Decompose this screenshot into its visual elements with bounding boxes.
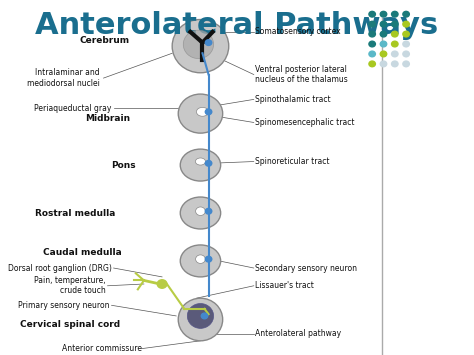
- Text: Somatosensory cortex: Somatosensory cortex: [255, 27, 341, 37]
- Ellipse shape: [183, 30, 214, 59]
- Circle shape: [157, 280, 167, 288]
- Text: Rostral medulla: Rostral medulla: [35, 208, 116, 218]
- Text: Lissauer's tract: Lissauer's tract: [255, 281, 314, 290]
- Text: Dorsal root ganglion (DRG): Dorsal root ganglion (DRG): [8, 263, 111, 273]
- Circle shape: [392, 31, 398, 37]
- Circle shape: [205, 208, 212, 214]
- Circle shape: [205, 40, 212, 45]
- Circle shape: [380, 31, 387, 37]
- Circle shape: [380, 61, 387, 67]
- Circle shape: [392, 41, 398, 47]
- Text: Cerebrum: Cerebrum: [80, 36, 130, 45]
- Circle shape: [380, 11, 387, 17]
- Text: Anterolateral Pathways: Anterolateral Pathways: [35, 11, 438, 40]
- Ellipse shape: [178, 298, 223, 341]
- Text: Anterolateral pathway: Anterolateral pathway: [255, 329, 341, 338]
- Text: Anterior commissure: Anterior commissure: [62, 344, 142, 353]
- Text: Spinoreticular tract: Spinoreticular tract: [255, 157, 329, 166]
- Circle shape: [205, 109, 212, 115]
- Circle shape: [392, 21, 398, 27]
- Ellipse shape: [180, 245, 221, 277]
- Circle shape: [392, 11, 398, 17]
- Circle shape: [205, 256, 212, 262]
- Text: Midbrain: Midbrain: [85, 114, 130, 124]
- Text: Primary sensory neuron: Primary sensory neuron: [18, 301, 109, 310]
- Circle shape: [403, 11, 410, 17]
- Text: Periaqueductal gray: Periaqueductal gray: [34, 104, 111, 113]
- Circle shape: [369, 21, 375, 27]
- Circle shape: [403, 51, 410, 57]
- Text: Cervical spinal cord: Cervical spinal cord: [19, 320, 119, 329]
- Circle shape: [403, 31, 410, 37]
- Circle shape: [403, 41, 410, 47]
- Circle shape: [392, 61, 398, 67]
- Circle shape: [369, 11, 375, 17]
- Circle shape: [369, 51, 375, 57]
- Circle shape: [403, 21, 410, 27]
- Text: Spinothalamic tract: Spinothalamic tract: [255, 95, 331, 104]
- Circle shape: [205, 160, 212, 166]
- Text: Secondary sensory neuron: Secondary sensory neuron: [255, 263, 357, 273]
- Circle shape: [369, 31, 375, 37]
- Ellipse shape: [187, 304, 214, 328]
- Circle shape: [380, 51, 387, 57]
- Circle shape: [369, 61, 375, 67]
- Circle shape: [380, 21, 387, 27]
- Ellipse shape: [172, 20, 229, 73]
- Text: Intralaminar and
mediodorsal nuclei: Intralaminar and mediodorsal nuclei: [27, 69, 100, 88]
- Circle shape: [369, 41, 375, 47]
- Circle shape: [403, 61, 410, 67]
- Circle shape: [196, 207, 205, 215]
- Text: Pain, temperature,
crude touch: Pain, temperature, crude touch: [34, 276, 106, 295]
- Ellipse shape: [196, 107, 209, 116]
- Ellipse shape: [180, 149, 221, 181]
- Text: Spinomesencephalic tract: Spinomesencephalic tract: [255, 118, 355, 127]
- Circle shape: [201, 313, 208, 319]
- Text: Caudal medulla: Caudal medulla: [43, 247, 122, 257]
- Circle shape: [392, 51, 398, 57]
- Circle shape: [380, 41, 387, 47]
- Ellipse shape: [178, 94, 223, 133]
- Circle shape: [196, 255, 205, 263]
- Text: Pons: Pons: [111, 160, 136, 170]
- Ellipse shape: [180, 197, 221, 229]
- Text: Ventral posterior lateral
nucleus of the thalamus: Ventral posterior lateral nucleus of the…: [255, 65, 348, 84]
- Ellipse shape: [195, 158, 206, 165]
